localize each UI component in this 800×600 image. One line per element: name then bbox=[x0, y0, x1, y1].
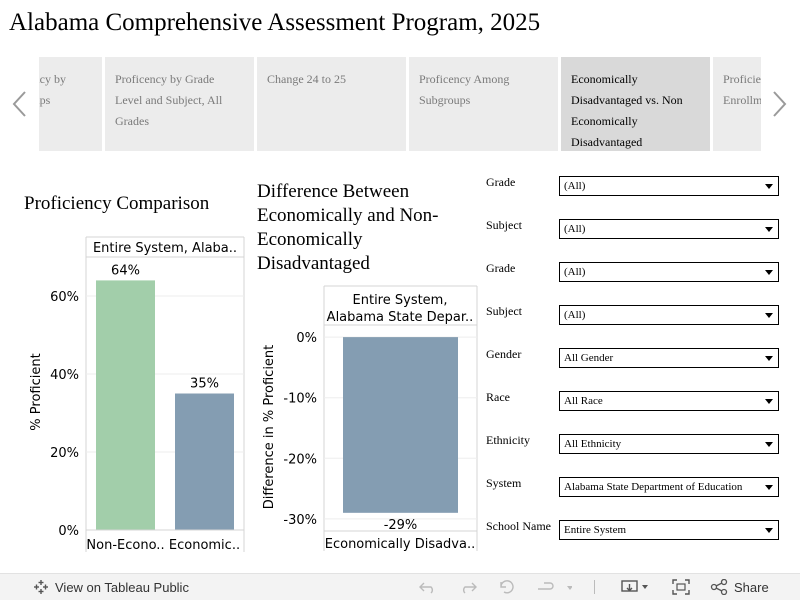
page-title: Alabama Comprehensive Assessment Program… bbox=[9, 9, 541, 36]
redo-icon bbox=[463, 582, 477, 594]
share-button[interactable]: Share bbox=[710, 579, 769, 595]
bar-value-label: -29% bbox=[384, 518, 418, 533]
caret-down-icon bbox=[765, 356, 773, 361]
filter-label-system: System bbox=[486, 476, 522, 490]
toolbar-divider bbox=[594, 580, 595, 594]
tableau-footer: View on Tableau Public Share bbox=[0, 573, 800, 600]
filter-label-subject: Subject bbox=[486, 304, 522, 318]
tab-proficency-by-grade[interactable]: Proficency by Grade Level and Subject, A… bbox=[105, 57, 254, 151]
filter-value: Entire System bbox=[564, 524, 627, 536]
panel-header: Entire System, Alaba.. bbox=[93, 241, 237, 256]
story-tab-strip: Proficency by Subgroups Proficency by Gr… bbox=[0, 57, 800, 151]
tab-proficiency-of-poverty[interactable]: Proficiency of Poverty Enrollment bbox=[713, 57, 761, 151]
difference-chart: Entire System, Alabama State Depar.. 0% -… bbox=[262, 285, 478, 552]
caret-down-icon bbox=[765, 227, 773, 232]
caret-down-icon bbox=[765, 270, 773, 275]
bar[interactable] bbox=[175, 393, 234, 531]
filter-dropdown-ethnicity[interactable]: All Ethnicity bbox=[559, 434, 779, 454]
share-label: Share bbox=[734, 579, 769, 595]
filter-label-school-name: School Name bbox=[486, 519, 551, 533]
category-label: Economically Disadva.. bbox=[325, 537, 475, 552]
tab-proficency-by-subgroups[interactable]: Proficency by Subgroups bbox=[39, 57, 102, 151]
filter-dropdown-gender[interactable]: All Gender bbox=[559, 348, 779, 368]
y-tick-label: 20% bbox=[50, 446, 79, 461]
fullscreen-button[interactable] bbox=[672, 579, 690, 595]
panel-header-line-1: Entire System, bbox=[353, 293, 448, 308]
category-label: Non-Econo.. bbox=[86, 538, 164, 553]
category-label: Economic.. bbox=[169, 538, 240, 553]
download-icon bbox=[621, 580, 648, 592]
tab-change-24-25[interactable]: Change 24 to 25 bbox=[257, 57, 406, 151]
bar[interactable] bbox=[343, 337, 458, 513]
filter-dropdown-grade[interactable]: (All) bbox=[559, 262, 779, 282]
caret-down-icon bbox=[765, 528, 773, 533]
caret-down-icon bbox=[765, 442, 773, 447]
filter-value: (All) bbox=[564, 223, 586, 235]
tab-label: Proficiency of Poverty Enrollment bbox=[723, 72, 761, 107]
filter-dropdown-school-name[interactable]: Entire System bbox=[559, 520, 779, 540]
y-axis-label: % Proficient bbox=[29, 353, 44, 430]
y-tick-label: -20% bbox=[283, 452, 317, 467]
revert-icon bbox=[500, 580, 514, 594]
y-tick-label: -30% bbox=[283, 513, 317, 528]
tab-label: Proficency by Grade Level and Subject, A… bbox=[115, 72, 223, 128]
y-tick-label: 40% bbox=[50, 368, 79, 383]
undo-button[interactable] bbox=[418, 579, 438, 595]
undo-icon bbox=[419, 582, 433, 594]
filter-value: Alabama State Department of Education bbox=[564, 481, 743, 493]
share-icon bbox=[710, 579, 728, 595]
caret-down-icon bbox=[765, 485, 773, 490]
filter-label-race: Race bbox=[486, 390, 510, 404]
y-tick-label: -10% bbox=[283, 392, 317, 407]
next-arrow-icon[interactable] bbox=[769, 89, 789, 119]
caret-down-icon bbox=[765, 184, 773, 189]
bar-value-label: 64% bbox=[111, 263, 140, 278]
caret-down-icon bbox=[765, 313, 773, 318]
view-on-tableau-label: View on Tableau Public bbox=[55, 579, 189, 595]
filter-label-subject: Subject bbox=[486, 218, 522, 232]
tab-viewport: Proficency by Subgroups Proficency by Gr… bbox=[39, 57, 761, 151]
filter-label-grade: Grade bbox=[486, 261, 516, 275]
view-on-tableau-link[interactable]: View on Tableau Public bbox=[33, 579, 189, 595]
filter-dropdown-race[interactable]: All Race bbox=[559, 391, 779, 411]
tableau-logo-icon bbox=[34, 580, 48, 594]
filter-dropdown-grade[interactable]: (All) bbox=[559, 176, 779, 196]
y-tick-label: 0% bbox=[296, 331, 317, 346]
proficiency-comparison-heading: Proficiency Comparison bbox=[24, 193, 210, 214]
bar[interactable] bbox=[96, 280, 155, 530]
bar-value-label: 35% bbox=[190, 377, 219, 392]
tab-label: Proficency by Subgroups bbox=[39, 72, 66, 107]
y-tick-label: 60% bbox=[50, 290, 79, 305]
prev-arrow-icon[interactable] bbox=[10, 89, 30, 119]
filter-value: (All) bbox=[564, 309, 586, 321]
redo-button[interactable] bbox=[458, 579, 478, 595]
filter-value: (All) bbox=[564, 266, 586, 278]
filter-value: (All) bbox=[564, 180, 586, 192]
filter-dropdown-system[interactable]: Alabama State Department of Education bbox=[559, 477, 779, 497]
filter-label-ethnicity: Ethnicity bbox=[486, 433, 530, 447]
filter-value: All Gender bbox=[564, 352, 614, 364]
filter-dropdown-subject[interactable]: (All) bbox=[559, 219, 779, 239]
filter-dropdown-subject[interactable]: (All) bbox=[559, 305, 779, 325]
panel-header-line-2: Alabama State Depar.. bbox=[327, 310, 474, 325]
filter-label-grade: Grade bbox=[486, 175, 516, 189]
filter-value: All Ethnicity bbox=[564, 438, 622, 450]
fullscreen-icon bbox=[672, 579, 690, 595]
caret-down-icon bbox=[765, 399, 773, 404]
tab-proficency-among-subgroups[interactable]: Proficency Among Subgroups bbox=[409, 57, 558, 151]
difference-heading: Difference Between Economically and Non-… bbox=[257, 181, 439, 274]
download-button[interactable] bbox=[620, 579, 652, 595]
filter-value: All Race bbox=[564, 395, 603, 407]
y-tick-label: 0% bbox=[58, 524, 79, 539]
refresh-icon bbox=[538, 582, 572, 590]
tab-label: Proficency Among Subgroups bbox=[419, 72, 510, 107]
y-axis-label: Difference in % Proficient bbox=[262, 345, 277, 510]
tab-label: Economically Disadvantaged vs. Non Econo… bbox=[571, 72, 683, 149]
proficiency-comparison-chart: Entire System, Alaba.. 0% 20% 40% 60% 64% 35… bbox=[29, 236, 245, 553]
refresh-button[interactable] bbox=[536, 579, 572, 595]
revert-button[interactable] bbox=[498, 579, 518, 595]
filter-label-gender: Gender bbox=[486, 347, 522, 361]
tab-label: Change 24 to 25 bbox=[267, 72, 346, 86]
tab-economically-disadvantaged[interactable]: Economically Disadvantaged vs. Non Econo… bbox=[561, 57, 710, 151]
